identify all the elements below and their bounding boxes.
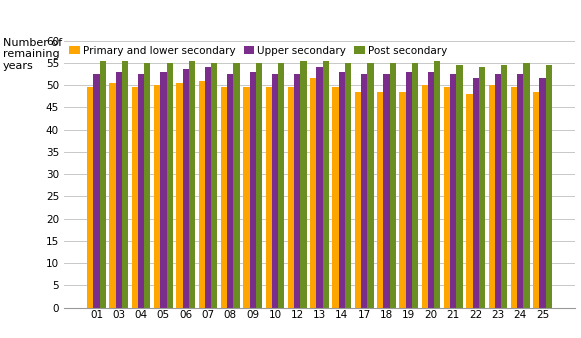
Bar <box>310 78 317 308</box>
Bar <box>211 63 217 308</box>
Bar <box>322 61 329 308</box>
Bar <box>383 74 390 308</box>
Bar <box>367 63 374 308</box>
Bar <box>288 87 294 308</box>
Bar <box>199 81 205 308</box>
Bar <box>94 74 99 308</box>
Bar <box>406 72 412 308</box>
Bar <box>109 83 116 308</box>
Bar <box>182 70 189 308</box>
Bar <box>422 85 428 308</box>
Bar <box>355 92 361 308</box>
Bar <box>540 78 546 308</box>
Bar <box>399 92 406 308</box>
Bar <box>132 87 138 308</box>
Bar <box>345 63 352 308</box>
Bar <box>495 74 501 308</box>
Bar <box>144 63 150 308</box>
Bar <box>444 87 450 308</box>
Bar <box>122 61 128 308</box>
Bar <box>116 72 122 308</box>
Bar <box>489 85 495 308</box>
Bar <box>221 87 227 308</box>
Bar <box>361 74 367 308</box>
Bar <box>160 72 167 308</box>
Bar <box>256 63 262 308</box>
Bar <box>517 74 523 308</box>
Bar <box>511 87 517 308</box>
Bar <box>523 63 530 308</box>
Bar <box>189 61 195 308</box>
Bar <box>300 61 307 308</box>
Bar <box>317 67 322 308</box>
Bar <box>390 63 396 308</box>
Bar <box>234 63 240 308</box>
Bar <box>332 87 339 308</box>
Bar <box>450 74 457 308</box>
Bar <box>249 72 256 308</box>
Bar <box>377 92 383 308</box>
Bar <box>278 63 284 308</box>
Bar <box>205 67 211 308</box>
Bar <box>154 85 160 308</box>
Bar <box>266 87 272 308</box>
Bar <box>167 63 173 308</box>
Bar <box>479 67 485 308</box>
Text: Number of
remaining
years: Number of remaining years <box>2 38 62 71</box>
Legend: Primary and lower secondary, Upper secondary, Post secondary: Primary and lower secondary, Upper secon… <box>69 46 447 56</box>
Bar <box>227 74 234 308</box>
Bar <box>243 87 249 308</box>
Bar <box>138 74 144 308</box>
Bar <box>546 65 552 308</box>
Bar <box>272 74 278 308</box>
Bar <box>177 83 182 308</box>
Bar <box>457 65 462 308</box>
Bar <box>501 65 507 308</box>
Bar <box>434 61 440 308</box>
Bar <box>87 87 94 308</box>
Bar <box>294 74 300 308</box>
Bar <box>472 78 479 308</box>
Bar <box>412 63 418 308</box>
Bar <box>99 61 106 308</box>
Bar <box>533 92 540 308</box>
Bar <box>339 72 345 308</box>
Bar <box>467 94 472 308</box>
Bar <box>428 72 434 308</box>
